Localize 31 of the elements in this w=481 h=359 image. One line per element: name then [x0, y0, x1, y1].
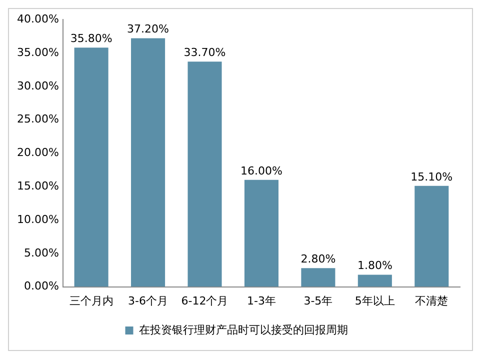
y-tick-label: 25.00%	[16, 112, 59, 126]
x-tick-label: 1-3年	[246, 294, 276, 308]
data-label: 37.20%	[127, 22, 170, 36]
bar	[188, 62, 222, 287]
y-tick-label: 10.00%	[16, 212, 59, 226]
y-tick-label: 15.00%	[16, 179, 59, 192]
y-tick-label: 20.00%	[16, 146, 59, 160]
bar	[131, 38, 166, 287]
bar	[74, 48, 108, 287]
y-tick-label: 40.00%	[16, 12, 59, 26]
bar	[414, 186, 449, 287]
data-label: 16.00%	[240, 164, 282, 178]
x-tick-label: 3-5年	[304, 294, 333, 308]
y-tick-label: 0.00%	[24, 280, 59, 293]
data-label: 1.80%	[357, 259, 392, 272]
data-label: 35.80%	[70, 32, 112, 46]
y-tick-label: 30.00%	[16, 79, 59, 92]
x-tick-label: 三个月内	[69, 294, 114, 308]
y-tick-label: 35.00%	[16, 46, 59, 59]
bar	[244, 180, 278, 287]
x-tick-label: 不清楚	[415, 294, 448, 308]
data-label: 15.10%	[410, 170, 453, 184]
legend-label: 在投资银行理财产品时可以接受的回报周期	[138, 323, 348, 336]
data-label: 2.80%	[300, 252, 336, 266]
y-tick-label: 5.00%	[24, 246, 59, 260]
bar	[301, 268, 336, 287]
bar	[358, 274, 392, 287]
x-tick-label: 6-12个月	[181, 294, 228, 308]
x-tick-label: 5年以上	[354, 294, 395, 308]
x-tick-label: 3-6个月	[128, 294, 168, 308]
data-label: 33.70%	[184, 46, 226, 60]
